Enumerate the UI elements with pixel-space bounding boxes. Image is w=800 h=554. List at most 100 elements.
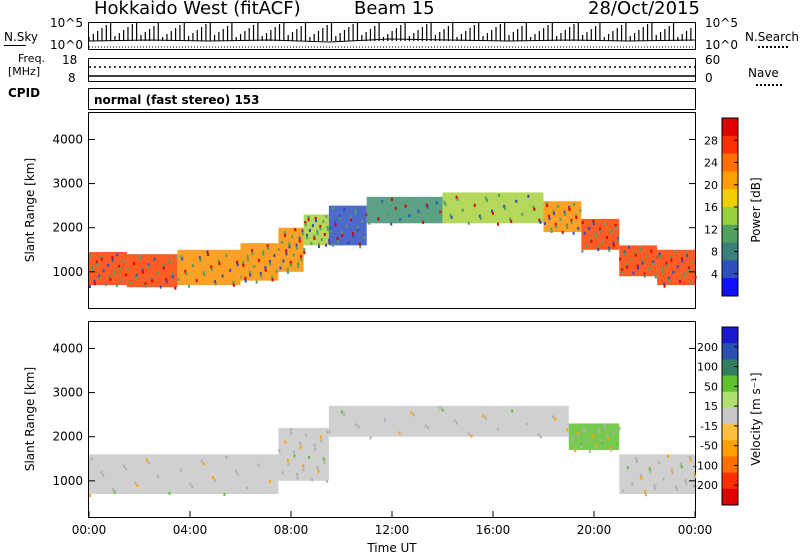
data-speck: [658, 252, 661, 256]
freq-label: Freq.: [18, 52, 46, 65]
data-speck: [667, 276, 670, 280]
data-speck: [394, 207, 397, 211]
data-speck: [336, 240, 339, 244]
data-speck: [554, 222, 557, 226]
data-speck: [286, 267, 289, 271]
data-speck: [157, 475, 160, 478]
data-speck: [410, 411, 413, 415]
data-speck: [473, 203, 476, 207]
data-speck: [431, 216, 434, 220]
data-speck: [316, 466, 319, 469]
data-speck: [145, 458, 148, 462]
data-speck: [671, 471, 674, 475]
data-speck: [595, 445, 598, 449]
data-speck: [289, 260, 292, 264]
data-speck: [555, 225, 558, 229]
data-speck: [189, 482, 192, 486]
data-speck: [317, 242, 320, 246]
nsky-trace: [88, 21, 696, 48]
data-speck: [634, 253, 637, 257]
data-speck: [570, 436, 573, 440]
colorbar-segment: [722, 407, 738, 425]
data-speck: [301, 232, 304, 236]
colorbar-segment: [722, 327, 738, 344]
data-speck: [421, 219, 424, 223]
data-speck: [444, 202, 447, 206]
data-speck: [568, 205, 571, 209]
data-speck: [424, 424, 427, 428]
nave-label: Nave: [748, 66, 779, 80]
data-speck: [300, 258, 303, 262]
data-speck: [262, 252, 265, 256]
data-speck: [692, 260, 695, 264]
data-speck: [313, 237, 316, 241]
data-speck: [308, 228, 311, 232]
data-speck: [570, 218, 573, 222]
data-speck: [585, 438, 588, 442]
data-speck: [581, 249, 584, 253]
data-speck: [278, 449, 281, 453]
data-speck: [641, 261, 644, 265]
data-speck: [319, 227, 322, 231]
y-tick-label: 1000: [52, 474, 83, 488]
data-speck: [627, 245, 630, 249]
colorbar-segment: [722, 189, 738, 208]
data-speck: [390, 222, 393, 226]
data-speck: [577, 433, 580, 437]
data-speck: [478, 214, 481, 218]
data-speck: [617, 238, 620, 242]
data-speck: [275, 269, 278, 273]
colorbar-segment: [722, 488, 738, 506]
data-speck: [600, 439, 603, 443]
data-speck: [343, 412, 346, 416]
data-speck: [317, 469, 320, 473]
data-speck: [435, 201, 438, 205]
colorbar-segment: [722, 135, 738, 155]
colorbar-tick-label: 200: [697, 341, 718, 354]
data-speck: [100, 257, 103, 261]
data-speck: [313, 443, 316, 447]
data-speck: [662, 477, 665, 481]
data-speck: [381, 202, 384, 206]
colorbar-tick-label: -100: [693, 459, 718, 472]
data-speck: [607, 437, 610, 441]
data-speck: [284, 440, 287, 444]
data-speck: [343, 208, 346, 212]
data-speck: [318, 245, 321, 249]
data-speck: [583, 231, 586, 235]
data-speck: [470, 434, 473, 438]
data-speck: [214, 282, 217, 286]
data-speck: [212, 476, 215, 480]
data-speck: [207, 252, 210, 256]
data-speck: [303, 248, 306, 251]
colorbar-tick-label: -200: [693, 479, 718, 492]
data-speck: [599, 227, 602, 231]
velocity-xlabel: Time UT: [366, 541, 417, 554]
data-speck: [467, 221, 470, 225]
data-speck: [184, 272, 187, 276]
data-speck: [200, 459, 203, 463]
data-speck: [267, 246, 270, 250]
data-speck: [398, 431, 401, 435]
data-speck: [109, 275, 112, 279]
data-speck: [643, 272, 646, 276]
data-speck: [90, 457, 93, 461]
data-speck: [232, 283, 235, 287]
data-speck: [412, 198, 415, 202]
x-tick-label: 00:00: [678, 523, 713, 537]
data-speck: [98, 274, 101, 278]
data-speck: [654, 273, 657, 277]
data-speck: [570, 221, 573, 224]
data-speck: [159, 285, 162, 289]
data-speck: [255, 280, 258, 284]
data-speck: [124, 467, 127, 471]
data-speck: [202, 270, 205, 274]
data-speck: [334, 220, 337, 224]
data-speck: [439, 210, 442, 214]
data-speck: [301, 229, 304, 233]
data-speck: [621, 268, 624, 272]
data-speck: [341, 233, 344, 237]
data-speck: [676, 488, 679, 492]
data-speck: [322, 220, 325, 224]
data-speck: [102, 473, 105, 477]
